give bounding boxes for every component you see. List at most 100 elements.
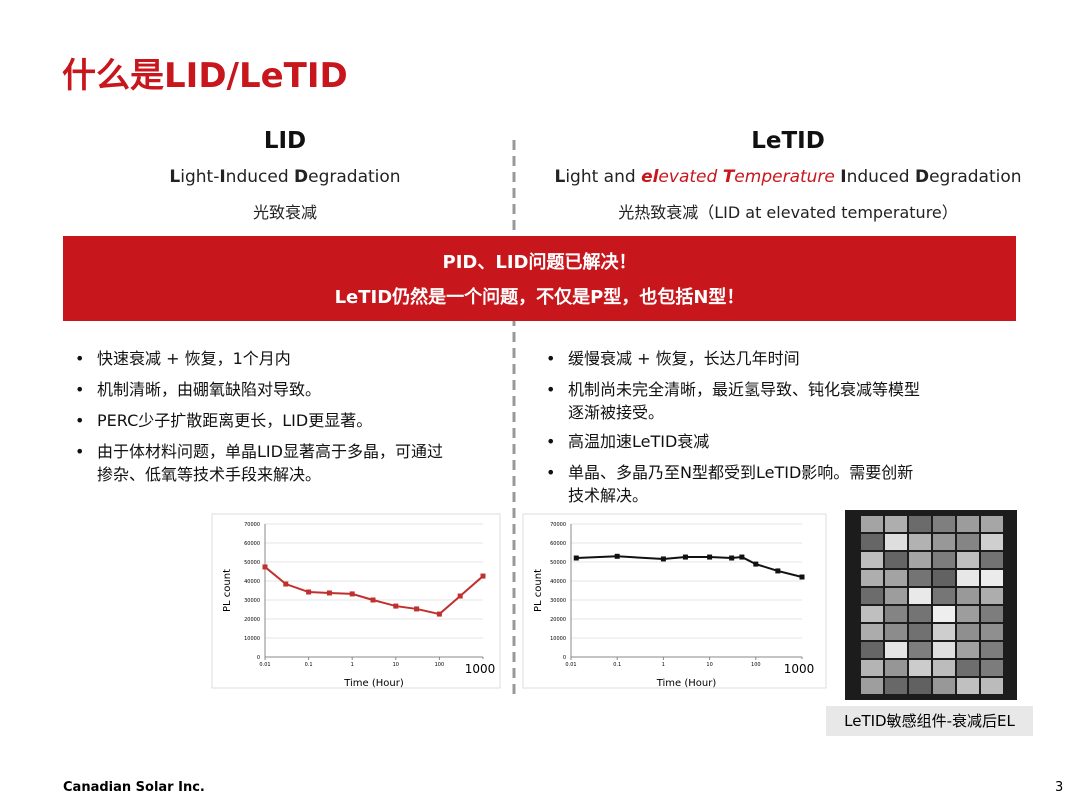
el-cell [957,660,979,676]
el-cell [933,660,955,676]
y-tick-label: 70000 [244,522,260,528]
el-cell [861,516,883,532]
data-point [707,554,713,560]
el-cell [909,570,931,586]
bullet-line: 技术解决。 [568,486,649,505]
bullet-dot: • [546,463,556,482]
el-cell [981,678,1003,694]
el-cell [957,606,979,622]
el-cell [885,570,907,586]
y-tick-label: 0 [257,655,260,661]
data-point [775,568,781,574]
el-cell [861,642,883,658]
el-cell [909,624,931,640]
el-cell [861,606,883,622]
y-tick-label: 20000 [550,617,566,623]
el-cell [885,534,907,550]
el-cell [957,624,979,640]
y-tick-label: 30000 [550,598,566,604]
column-subtitle: Light and elevated Temperature Induced D… [554,167,1021,187]
column-subtitle: Light-Induced Degradation [169,167,400,187]
el-cell [981,606,1003,622]
data-point [480,573,486,579]
bullet: • 机制清晰，由硼氧缺陷对导致。 [75,378,321,401]
column-heading: LeTID [751,128,825,154]
el-cell [885,624,907,640]
image-caption: LeTID敏感组件-衰减后EL [826,706,1033,736]
bullet: • 单晶、多晶乃至N型都受到LeTID影响。需要创新 技术解决。 [546,461,913,507]
el-cell [957,642,979,658]
el-cell [885,642,907,658]
el-cell [909,552,931,568]
el-cell [909,588,931,604]
el-cell [933,624,955,640]
y-axis-label: PL count [222,569,233,612]
y-tick-label: 10000 [244,636,260,642]
el-cell [957,678,979,694]
el-cell [957,588,979,604]
bullet-line: PERC少子扩散距离更长，LID更显著。 [97,411,373,430]
data-point [262,564,268,570]
y-tick-label: 30000 [244,598,260,604]
x-tick-label: 10 [393,662,399,668]
data-point [349,591,355,597]
subtitle-part: el [641,167,659,187]
bullet-dot: • [546,380,556,399]
data-point [283,581,289,587]
subtitle-part: D [914,167,930,187]
el-cell [933,606,955,622]
x-tick-label: 1 [351,662,354,668]
subtitle-part: evated [658,167,723,187]
el-cell [861,570,883,586]
data-point [436,611,442,617]
y-tick-label: 20000 [244,617,260,623]
banner-line: PID、LID问题已解决！ [442,252,637,273]
y-tick-label: 10000 [550,636,566,642]
bullet-dot: • [75,349,85,368]
banner-line: LeTID仍然是一个问题，不仅是P型，也包括N型！ [334,287,745,308]
el-cell [957,534,979,550]
el-cell [933,552,955,568]
column-heading: LID [263,128,307,154]
y-tick-label: 0 [563,655,566,661]
bullet-dot: • [75,442,85,461]
subtitle-part: L [169,167,181,187]
subtitle-part: nduced [846,167,915,187]
y-axis-label: PL count [533,569,544,612]
el-cell [885,552,907,568]
el-cell [909,606,931,622]
y-tick-label: 40000 [550,579,566,585]
bullet-line: 机制尚未完全清晰，最近氢导致、钝化衰减等模型 [568,380,921,399]
subtitle-part: L [554,167,566,187]
x-axis-label: Time (Hour) [656,678,717,689]
el-cell [909,642,931,658]
x-tick-label: 0.01 [259,662,270,668]
data-point [414,606,420,612]
data-point [326,590,332,596]
subtitle-part: I [840,167,847,187]
x-tick-label: 100 [435,662,445,668]
bullet: • 快速衰减 + 恢复，1个月内 [75,347,291,370]
x-tick-label: 10 [706,662,712,668]
el-cell [885,606,907,622]
subtitle-part: D [294,167,309,187]
el-cell [981,570,1003,586]
bullet-line: 由于体材料问题，单晶LID显著高于多晶，可通过 [97,442,443,461]
bullet-line: 逐渐被接受。 [568,403,665,422]
banner: PID、LID问题已解决！ LeTID仍然是一个问题，不仅是P型，也包括N型！ [63,236,1016,321]
data-point [573,555,579,561]
el-cell [933,516,955,532]
x-tick-label: 0.1 [613,662,621,668]
slide-title: 什么是LID/LeTID [62,56,348,96]
el-cell [861,552,883,568]
el-cell [861,588,883,604]
bullet: • 机制尚未完全清晰，最近氢导致、钝化衰减等模型 逐渐被接受。 [546,378,921,424]
el-cell [885,660,907,676]
series-line [576,555,803,578]
x-tick-label: 1 [662,662,665,668]
data-point [753,561,759,567]
data-point [306,589,312,595]
subtitle-part: emperature [734,167,835,187]
